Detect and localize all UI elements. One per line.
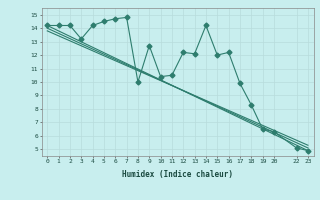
X-axis label: Humidex (Indice chaleur): Humidex (Indice chaleur) <box>122 170 233 179</box>
